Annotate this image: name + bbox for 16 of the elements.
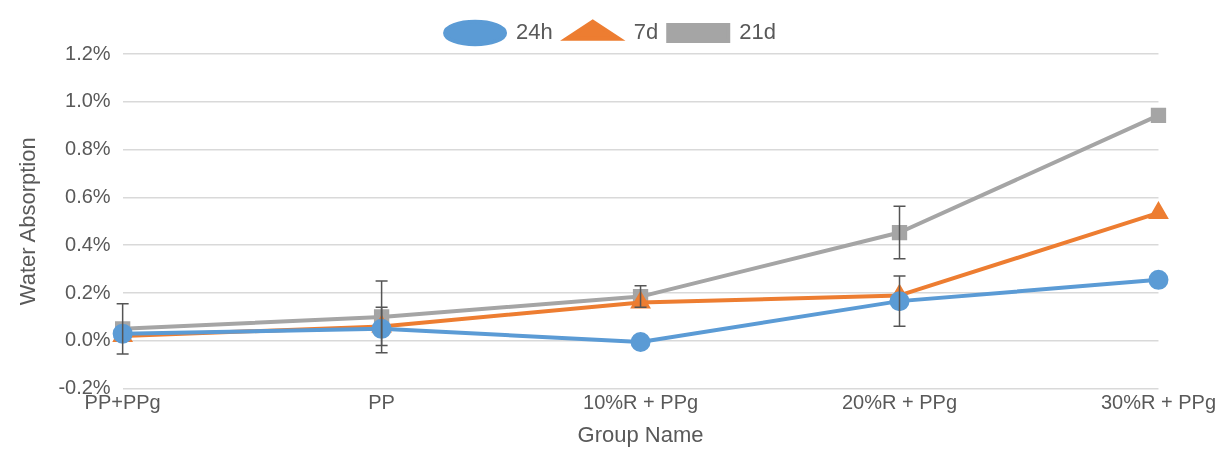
legend-label: 21d xyxy=(739,19,776,45)
x-tick-label: PP xyxy=(368,391,395,414)
y-tick-label: 0.4% xyxy=(65,232,111,255)
x-tick-label: 30%R + PPg xyxy=(1100,391,1216,414)
y-tick-label: 0.6% xyxy=(65,184,111,207)
y-axis-title: Water Absorption xyxy=(15,137,41,306)
x-tick-label: 10%R + PPg xyxy=(583,391,699,414)
y-tick-label: 0.0% xyxy=(65,328,111,351)
y-tick-label: 1.0% xyxy=(65,89,111,112)
x-tick-label: 20%R + PPg xyxy=(841,391,958,414)
y-tick-label: 0.2% xyxy=(65,280,111,303)
y-tick-label: 1.2% xyxy=(65,41,111,64)
y-tick-label: 0.8% xyxy=(65,137,111,160)
legend-label: 24h xyxy=(516,19,553,45)
x-axis-title: Group Name xyxy=(577,421,704,447)
legend-label: 7d xyxy=(633,19,659,45)
